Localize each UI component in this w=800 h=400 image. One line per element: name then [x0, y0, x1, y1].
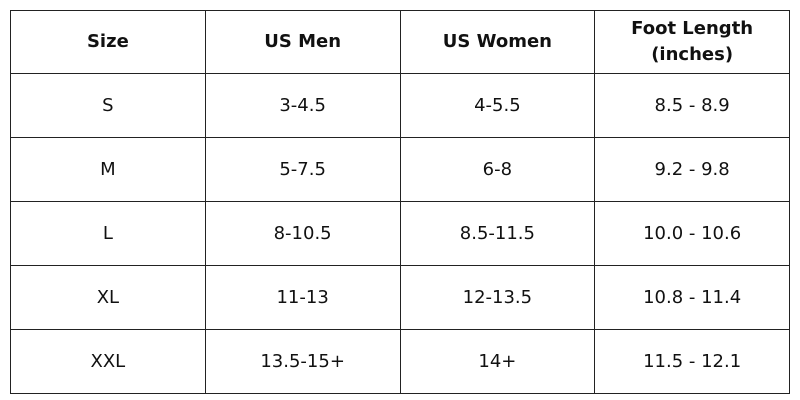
- table-row: M 5-7.5 6-8 9.2 - 9.8: [10, 137, 790, 202]
- table-row: L 8-10.5 8.5-11.5 10.0 - 10.6: [10, 201, 790, 266]
- table-cell: S: [10, 73, 206, 138]
- table-row: S 3-4.5 4-5.5 8.5 - 8.9: [10, 73, 790, 138]
- table-cell: 8-10.5: [204, 201, 401, 266]
- table-cell: 6-8: [399, 137, 596, 202]
- table-cell: 5-7.5: [204, 137, 401, 202]
- header-text: Size: [86, 31, 129, 52]
- table-cell: 8.5 - 8.9: [594, 73, 790, 138]
- table-cell: 12-13.5: [399, 265, 596, 330]
- table-cell: L: [10, 201, 206, 266]
- table-header: Size US Men US Women Foot Length (inches): [10, 10, 790, 74]
- table-row: XXL 13.5-15+ 14+ 11.5 - 12.1: [10, 329, 790, 394]
- table-cell: XXL: [10, 329, 206, 394]
- header-cell: Size: [10, 10, 206, 74]
- table-body: S 3-4.5 4-5.5 8.5 - 8.9 M 5-7.5 6-8 9.2 - 9.8 L 8…: [10, 73, 790, 394]
- table-cell: 13.5-15+: [204, 329, 401, 394]
- header-text: US Women: [442, 31, 552, 52]
- table-cell: XL: [10, 265, 206, 330]
- header-row: Size US Men US Women Foot Length (inches): [10, 10, 790, 74]
- size-chart-table: Size US Men US Women Foot Length (inches) S…: [10, 10, 790, 394]
- table-cell: 9.2 - 9.8: [594, 137, 790, 202]
- table-cell: 14+: [399, 329, 596, 394]
- table-cell: 10.0 - 10.6: [594, 201, 790, 266]
- table-cell: 11.5 - 12.1: [594, 329, 790, 394]
- header-text: US Men: [264, 31, 342, 52]
- table-cell: 11-13: [204, 265, 401, 330]
- table-cell: 4-5.5: [399, 73, 596, 138]
- table-cell: 3-4.5: [204, 73, 401, 138]
- header-cell: US Women: [399, 10, 596, 74]
- header-text: Foot Length (inches): [631, 18, 754, 65]
- table-cell: M: [10, 137, 206, 202]
- table-cell: 10.8 - 11.4: [594, 265, 790, 330]
- table-row: XL 11-13 12-13.5 10.8 - 11.4: [10, 265, 790, 330]
- header-cell: Foot Length (inches): [594, 10, 790, 74]
- table-cell: 8.5-11.5: [399, 201, 596, 266]
- header-cell: US Men: [204, 10, 401, 74]
